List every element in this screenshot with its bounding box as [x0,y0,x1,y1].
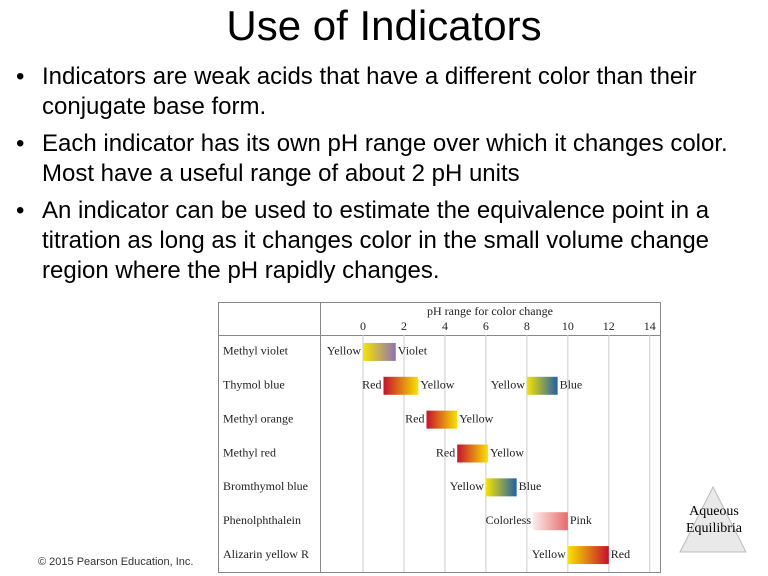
x-tick-label: 14 [644,319,656,333]
x-tick-label: 12 [603,319,615,333]
indicator-name: Methyl red [223,445,276,459]
high-color-label: Yellow [459,411,493,425]
low-color-label: Red [436,445,455,459]
badge-triangle [679,485,747,553]
range-bar [533,512,568,531]
chart-title: pH range for color change [427,304,553,318]
bullet-list: Indicators are weak acids that have a di… [14,62,749,293]
indicator-name: Methyl violet [223,344,289,358]
low-color-label: Yellow [491,378,525,392]
x-tick-label: 6 [483,319,489,333]
x-tick-label: 10 [562,319,574,333]
low-color-label: Yellow [450,479,484,493]
indicator-name: Alizarin yellow R [223,547,309,561]
indicator-name: Methyl orange [223,411,293,425]
high-color-label: Violet [398,344,428,358]
indicator-name: Thymol blue [223,378,285,392]
range-bar [526,376,558,395]
high-color-label: Red [611,547,630,561]
low-color-label: Yellow [532,547,566,561]
copyright: © 2015 Pearson Education, Inc. [38,556,194,568]
high-color-label: Yellow [490,445,524,459]
bullet: An indicator can be used to estimate the… [14,196,749,286]
bullet: Indicators are weak acids that have a di… [14,62,749,122]
indicator-name: Bromthymol blue [223,479,308,493]
range-bar [567,546,609,565]
indicator-name: Phenolphthalein [223,513,301,527]
x-tick-label: 2 [401,319,407,333]
low-color-label: Colorless [486,513,532,527]
chart-frame [218,302,661,573]
range-bar [383,376,419,395]
high-color-label: Blue [519,479,542,493]
high-color-label: Blue [560,378,583,392]
bullet: Each indicator has its own pH range over… [14,129,749,189]
low-color-label: Yellow [327,344,361,358]
badge-label: Aqueous Equilibria [686,504,742,536]
low-color-label: Red [405,411,424,425]
range-bar [457,444,488,463]
x-tick-label: 8 [524,319,530,333]
range-bar [485,478,517,497]
low-color-label: Red [362,378,381,392]
high-color-label: Yellow [420,378,454,392]
x-tick-label: 0 [360,319,366,333]
range-bar [363,342,396,361]
slide-title: Use of Indicators [226,2,542,49]
x-tick-label: 4 [442,319,448,333]
range-bar [426,410,458,429]
high-color-label: Pink [570,513,592,527]
